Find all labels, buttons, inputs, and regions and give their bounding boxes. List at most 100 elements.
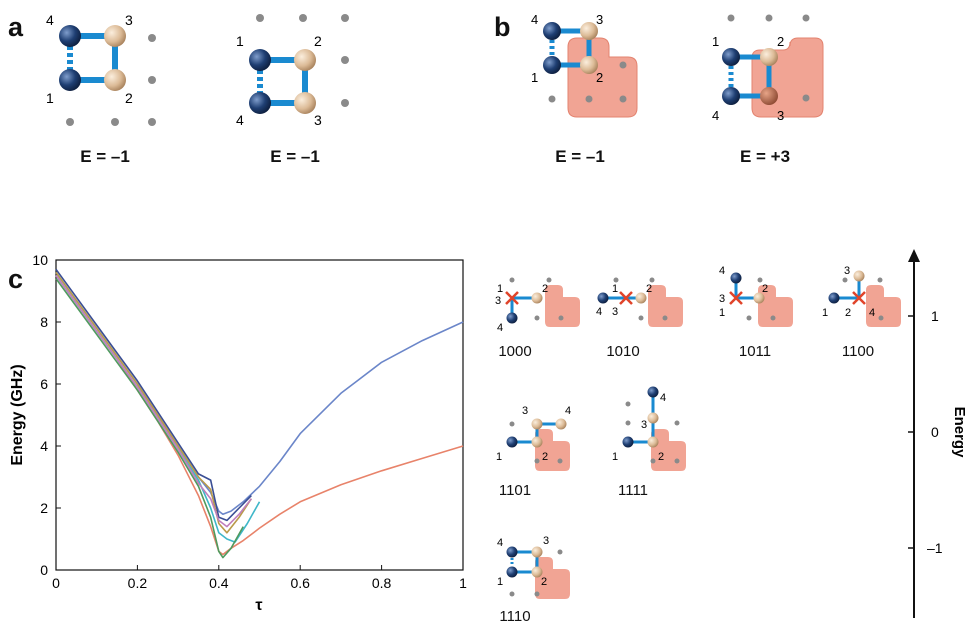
grid-dot <box>148 34 156 42</box>
spin-tan <box>853 270 865 282</box>
spin-blue <box>730 272 742 284</box>
spin-blue <box>506 546 518 558</box>
spin-blue <box>622 436 634 448</box>
plot-frame <box>55 259 464 571</box>
grid-dot <box>557 549 563 555</box>
node-label: 3 <box>522 405 528 417</box>
grid-dot <box>299 14 307 22</box>
spin-tan <box>531 418 543 430</box>
arrow-up-icon <box>908 249 920 262</box>
series-line-3 <box>55 271 253 534</box>
grid-dot <box>802 14 810 22</box>
spin-blue <box>249 49 271 71</box>
x-tick-label: 1 <box>459 575 467 591</box>
node-label: 4 <box>712 108 719 123</box>
spin-blue <box>722 87 740 105</box>
panel-label-c: c <box>8 264 24 294</box>
energy-label-a2: E = –1 <box>270 147 320 166</box>
config-code-1010: 1010 <box>606 343 640 360</box>
region-blob <box>545 285 580 327</box>
config-code-1011: 1011 <box>738 343 772 360</box>
node-label: 2 <box>762 283 768 295</box>
x-axis-label: τ <box>255 597 262 614</box>
grid-dot <box>770 315 776 321</box>
config-code-1101: 1101 <box>498 482 532 499</box>
grid-dot <box>509 277 515 283</box>
x-tick-label: 0.8 <box>372 575 392 591</box>
energy-tick-label: 1 <box>931 308 939 324</box>
spin-blue <box>506 436 518 448</box>
grid-dot <box>802 94 810 102</box>
grid-dot <box>66 118 74 126</box>
cross-icon <box>505 291 519 305</box>
spin-blue <box>59 25 81 47</box>
region-blob <box>535 429 570 471</box>
spin-blue <box>543 56 561 74</box>
spin-blue <box>647 386 659 398</box>
spin-tan <box>294 49 316 71</box>
node-label: 1 <box>612 451 618 463</box>
grid-dot <box>557 458 563 464</box>
node-label: 1 <box>612 283 618 295</box>
grid-dot <box>558 315 564 321</box>
spin-tan <box>753 292 765 304</box>
spin-tan <box>647 412 659 424</box>
spin-tan <box>104 69 126 91</box>
y-tick-label: 6 <box>40 376 48 392</box>
grid-dot <box>662 315 668 321</box>
grid-dot <box>650 458 656 464</box>
grid-dot <box>341 14 349 22</box>
grid-dot <box>546 277 552 283</box>
grid-dot <box>111 118 119 126</box>
config-1000: 1 2 3 4 <box>495 277 580 334</box>
node-label: 4 <box>497 322 503 334</box>
series-line-0 <box>55 271 464 516</box>
node-label: 3 <box>719 293 725 305</box>
spin-tan <box>104 25 126 47</box>
grid-dot <box>256 14 264 22</box>
node-label: 2 <box>596 70 603 85</box>
config-1011: 4 2 3 1 <box>719 265 793 327</box>
y-axis-label: Energy (GHz) <box>9 364 26 465</box>
panel-label-a: a <box>8 12 24 42</box>
grid-dot <box>625 401 631 407</box>
spin-blue <box>506 312 518 324</box>
grid-dot <box>341 56 349 64</box>
grid-dot <box>619 95 627 103</box>
node-label: 3 <box>641 419 647 431</box>
config-1100: 3 1 2 4 <box>822 265 901 327</box>
grid-dot <box>148 76 156 84</box>
grid-dot <box>842 277 848 283</box>
node-label: 4 <box>719 265 725 277</box>
grid-dot <box>674 458 680 464</box>
region-blob <box>866 285 901 327</box>
grid-dot <box>765 14 773 22</box>
x-tick-label: 0.4 <box>209 575 229 591</box>
node-label: 1 <box>719 307 725 319</box>
spin-tan <box>555 418 567 430</box>
node-label: 2 <box>542 451 548 463</box>
node-label: 4 <box>46 12 54 28</box>
x-tick-label: 0.2 <box>128 575 148 591</box>
spin-blue <box>543 22 561 40</box>
node-label: 2 <box>542 283 548 295</box>
node-label: 2 <box>646 283 652 295</box>
config-code-1100: 1100 <box>841 343 875 360</box>
x-tick-label: 0.6 <box>290 575 310 591</box>
config-a2: 1 2 4 3 <box>236 14 349 128</box>
grid-dot <box>341 99 349 107</box>
node-label: 2 <box>658 451 664 463</box>
grid-dot <box>638 315 644 321</box>
node-label: 2 <box>541 576 547 588</box>
spin-blue <box>506 566 518 578</box>
config-1010: 1 2 4 3 <box>596 277 683 327</box>
node-label: 1 <box>236 33 244 49</box>
node-label: 3 <box>543 535 549 547</box>
config-code-1000: 1000 <box>498 343 532 360</box>
node-label: 1 <box>712 34 719 49</box>
config-code-1110: 1110 <box>499 608 531 625</box>
spin-tan <box>580 22 598 40</box>
grid-dot <box>534 315 540 321</box>
node-label: 2 <box>125 90 133 106</box>
